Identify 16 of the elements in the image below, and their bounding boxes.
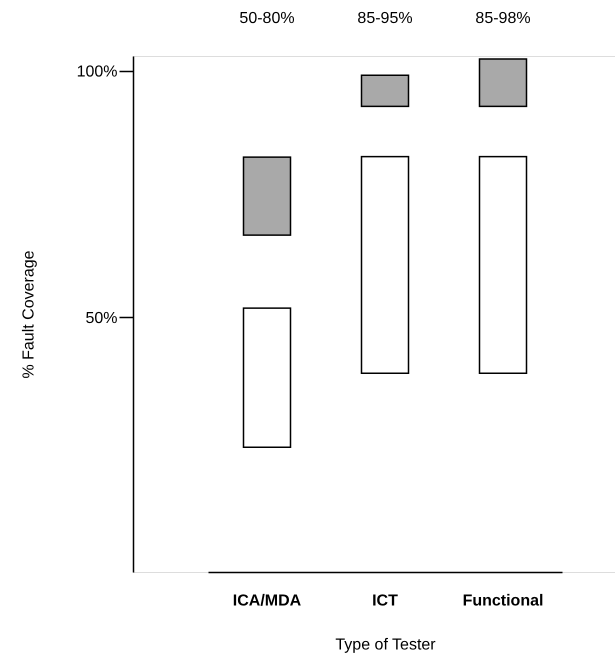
x-tick-label: Functional: [462, 592, 544, 610]
bar: [478, 156, 528, 374]
text: 50-80%: [239, 10, 295, 27]
y-axis-title: % Fault Coverage: [20, 250, 38, 379]
x-tick-label: ICA/MDA: [232, 592, 302, 610]
bar: [242, 156, 292, 236]
x-tick-label: ICT: [372, 592, 398, 610]
y-tick-label: 50%: [85, 310, 118, 327]
bar: [360, 74, 410, 108]
x-axis-title: Type of Tester: [335, 636, 436, 654]
bar: [478, 58, 528, 108]
text: 85-98%: [475, 10, 531, 27]
text: 85-95%: [357, 10, 413, 27]
y-tick-label: 100%: [76, 63, 118, 80]
bar: [242, 307, 292, 448]
bar: [360, 156, 410, 374]
